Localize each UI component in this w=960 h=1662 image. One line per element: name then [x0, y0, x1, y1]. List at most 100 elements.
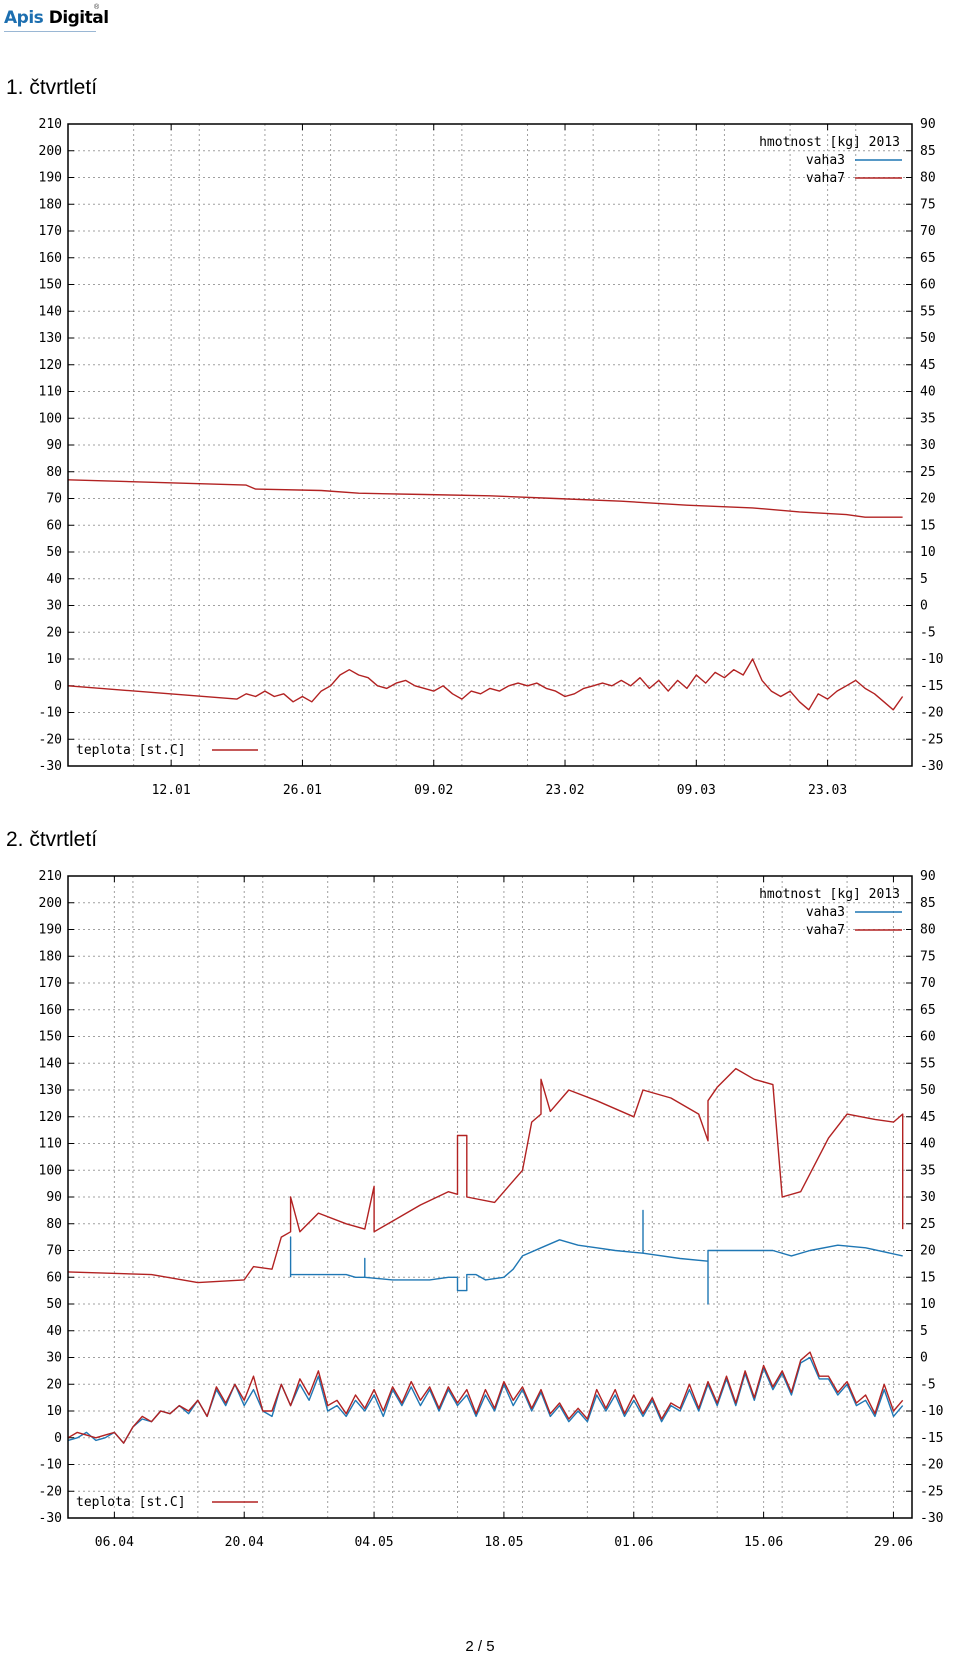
y-left-tick-label: 70	[46, 492, 62, 507]
series-vaha3-weight	[289, 1209, 903, 1305]
legend-weight: hmotnost [kg] 2013 vaha3 vaha7	[759, 135, 902, 186]
y-right-tick-label: 45	[920, 1110, 936, 1125]
y-right-tick-label: 50	[920, 1083, 936, 1098]
y-right-tick-label: 0	[920, 599, 928, 614]
section-title-q1: 1. čtvrtletí	[6, 76, 98, 99]
y-left-tick-label: 110	[39, 1137, 62, 1152]
logo-underline	[4, 31, 96, 32]
y-right-tick-label: 10	[920, 545, 936, 560]
y-right-tick-label: -25	[920, 1484, 943, 1499]
y-right-tick-label: 85	[920, 144, 936, 159]
y-right-tick-label: 45	[920, 358, 936, 373]
legend-title: hmotnost [kg] 2013	[759, 887, 900, 902]
x-tick-label: 29.06	[874, 1535, 913, 1550]
y-right-tick-label: 75	[920, 949, 936, 964]
y-left-tick-label: 200	[39, 896, 62, 911]
y-right-tick-label: 90	[920, 869, 936, 884]
x-tick-label: 26.01	[283, 783, 322, 798]
series-vaha7-temperature	[67, 1351, 904, 1444]
legend-entry-label: teplota [st.C]	[76, 743, 186, 758]
y-left-tick-label: 80	[46, 465, 62, 480]
y-left-tick-label: 190	[39, 923, 62, 938]
y-left-tick-label: 160	[39, 251, 62, 266]
y-left-tick-label: 190	[39, 171, 62, 186]
y-right-tick-label: 10	[920, 1297, 936, 1312]
y-right-tick-label: -5	[920, 625, 936, 640]
y-left-tick-label: 10	[46, 652, 62, 667]
y-right-tick-label: 50	[920, 331, 936, 346]
y-left-tick-label: 70	[46, 1244, 62, 1259]
chart-q2: -30-20-100102030405060708090100110120130…	[39, 869, 944, 1550]
y-left-tick-label: 180	[39, 197, 62, 212]
y-right-tick-label: -10	[920, 652, 943, 667]
legend-entry-label: vaha7	[806, 923, 845, 938]
x-tick-label: 23.03	[808, 783, 847, 798]
y-right-tick-label: -5	[920, 1377, 936, 1392]
y-right-tick-label: 5	[920, 1324, 928, 1339]
y-left-tick-label: 170	[39, 976, 62, 991]
y-left-tick-label: 30	[46, 599, 62, 614]
x-tick-label: 15.06	[744, 1535, 783, 1550]
y-right-tick-label: -15	[920, 1431, 943, 1446]
series-vaha7-temperature	[67, 658, 904, 711]
y-right-tick-label: 60	[920, 278, 936, 293]
x-tick-label: 18.05	[484, 1535, 523, 1550]
y-right-tick-label: 20	[920, 492, 936, 507]
x-tick-label: 09.02	[414, 783, 453, 798]
y-right-tick-label: 65	[920, 251, 936, 266]
y-right-tick-label: 55	[920, 304, 936, 319]
y-right-tick-label: 80	[920, 923, 936, 938]
y-right-tick-label: 40	[920, 385, 936, 400]
y-right-tick-label: -15	[920, 679, 943, 694]
y-left-tick-label: 140	[39, 1056, 62, 1071]
logo-digital: Digital	[48, 8, 109, 28]
y-left-tick-label: 50	[46, 1297, 62, 1312]
y-left-tick-label: 0	[54, 679, 62, 694]
y-left-tick-label: -20	[39, 732, 62, 747]
x-tick-label: 12.01	[152, 783, 191, 798]
chart-q1: -30-20-100102030405060708090100110120130…	[39, 117, 944, 798]
legend-entry-label: vaha3	[806, 905, 845, 920]
y-left-tick-label: 170	[39, 224, 62, 239]
y-left-tick-label: -30	[39, 759, 62, 774]
y-right-tick-label: 15	[920, 518, 936, 533]
y-right-tick-label: 80	[920, 171, 936, 186]
legend-temperature: teplota [st.C]	[76, 743, 258, 758]
y-right-tick-label: 35	[920, 1163, 936, 1178]
logo-apis: Apis	[4, 8, 44, 28]
y-left-tick-label: 90	[46, 438, 62, 453]
y-left-tick-label: 150	[39, 1030, 62, 1045]
y-right-tick-label: 25	[920, 465, 936, 480]
y-left-tick-label: 210	[39, 117, 62, 132]
legend-entry-label: vaha3	[806, 153, 845, 168]
y-left-tick-label: 120	[39, 1110, 62, 1125]
legend-temperature: teplota [st.C]	[76, 1495, 258, 1510]
y-left-tick-label: 110	[39, 385, 62, 400]
x-tick-label: 23.02	[545, 783, 584, 798]
y-right-tick-label: 5	[920, 572, 928, 587]
y-right-tick-label: 35	[920, 411, 936, 426]
logo-wordmark: Apis Digital	[4, 8, 109, 28]
y-left-tick-label: -30	[39, 1511, 62, 1526]
y-left-tick-label: 10	[46, 1404, 62, 1419]
y-left-tick-label: 120	[39, 358, 62, 373]
y-right-tick-label: 90	[920, 117, 936, 132]
legend-title: hmotnost [kg] 2013	[759, 135, 900, 150]
y-left-tick-label: 180	[39, 949, 62, 964]
section-title-q2: 2. čtvrtletí	[6, 828, 98, 851]
y-right-tick-label: 70	[920, 976, 936, 991]
series-vaha7-weight	[67, 1067, 904, 1284]
series-vaha7-weight	[67, 479, 903, 518]
y-right-tick-label: 30	[920, 1190, 936, 1205]
plot-border	[67, 123, 913, 767]
y-left-tick-label: 210	[39, 869, 62, 884]
y-left-tick-label: 200	[39, 144, 62, 159]
y-left-tick-label: 140	[39, 304, 62, 319]
y-left-tick-label: 80	[46, 1217, 62, 1232]
y-left-tick-label: 60	[46, 518, 62, 533]
y-right-tick-label: 85	[920, 896, 936, 911]
plot-border	[67, 875, 913, 1519]
y-right-tick-label: 65	[920, 1003, 936, 1018]
y-right-tick-label: -25	[920, 732, 943, 747]
x-tick-label: 06.04	[95, 1535, 134, 1550]
